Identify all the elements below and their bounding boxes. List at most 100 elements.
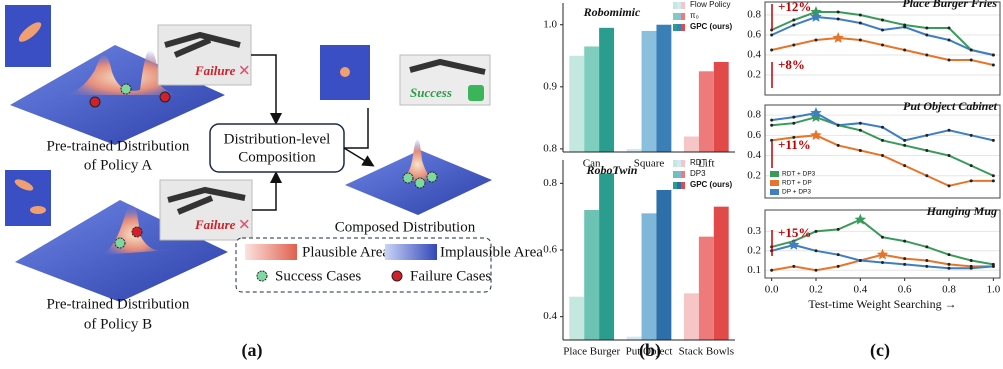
point	[947, 58, 951, 62]
point	[947, 266, 951, 270]
cross-icon: ✕	[238, 217, 251, 233]
point	[991, 138, 995, 142]
arrow	[252, 171, 282, 211]
legend-label: DP + DP3	[782, 189, 811, 196]
point	[991, 63, 995, 67]
point	[947, 184, 951, 188]
point	[925, 53, 929, 57]
x-tick-label: Square	[634, 158, 665, 170]
point	[770, 268, 774, 272]
failure-point	[89, 96, 101, 108]
legend-swatch	[677, 2, 681, 9]
point	[969, 58, 973, 62]
point	[925, 148, 929, 152]
bar	[626, 336, 642, 340]
legend-swatch	[673, 182, 677, 189]
legend-swatch	[677, 13, 681, 20]
point	[925, 26, 929, 30]
bar	[683, 293, 699, 340]
failure-point	[131, 226, 143, 238]
success-point	[414, 177, 426, 189]
bar	[656, 190, 672, 340]
y-tick-label: 0.8	[747, 109, 761, 121]
point	[947, 154, 951, 158]
point	[969, 266, 973, 270]
chart-title: Robomimic	[583, 5, 641, 19]
bar	[698, 71, 714, 152]
series-line	[771, 11, 994, 56]
point	[792, 121, 796, 125]
legend-swatch	[673, 160, 677, 167]
heatmap-blob	[340, 67, 350, 77]
robot-arm	[164, 31, 241, 58]
point	[792, 264, 796, 268]
point	[792, 135, 796, 139]
chart-title: Hanging Mug	[926, 204, 997, 218]
point	[925, 264, 929, 268]
x-tick-label: 0.0	[765, 284, 779, 296]
bar	[683, 136, 699, 152]
legend-label: Failure Cases	[410, 268, 491, 284]
arrow	[251, 54, 282, 125]
point	[836, 10, 840, 14]
legend-swatch	[681, 2, 685, 9]
annotation: +12%	[778, 0, 811, 14]
legend-swatch	[673, 171, 677, 178]
x-tick-label: 1.0	[986, 284, 1000, 296]
success-label: Success	[410, 85, 452, 100]
heatmap-blob	[30, 206, 46, 214]
y-tick-label: 0.2	[747, 169, 761, 181]
failure-label: Failure	[194, 63, 236, 78]
point	[792, 18, 796, 22]
caption: Composed Distribution	[335, 219, 476, 235]
point	[925, 133, 929, 137]
point	[836, 123, 840, 127]
legend-swatch	[391, 270, 403, 282]
point	[836, 17, 840, 21]
legend-swatch	[677, 24, 681, 31]
point	[836, 264, 840, 268]
point	[770, 123, 774, 127]
point	[792, 115, 796, 119]
y-tick-label: 1.0	[543, 18, 557, 30]
legend-swatch	[677, 182, 681, 189]
point	[991, 179, 995, 183]
legend-label: Success Cases	[275, 268, 361, 284]
legend-swatch	[677, 171, 681, 178]
legend-swatch	[681, 171, 685, 178]
point	[858, 13, 862, 17]
surface-peak	[395, 138, 440, 182]
chart-title: Place Burger Fries	[902, 0, 997, 10]
point	[858, 121, 862, 125]
y-tick-label: 0.4	[747, 149, 761, 161]
panel-a: Pre-trained Distribution of Policy A Fai…	[5, 5, 543, 361]
success-point	[120, 83, 132, 95]
legend-label: RDT + DP	[782, 180, 812, 187]
point	[947, 128, 951, 132]
y-tick-label: 0.6	[747, 129, 761, 141]
legend-label: Plausible Area	[302, 244, 389, 260]
chart-title: RoboTwin	[586, 163, 638, 177]
point	[836, 253, 840, 257]
point	[903, 262, 907, 266]
y-tick-label: 0.6	[747, 29, 761, 41]
y-tick-label: 0.8	[543, 177, 557, 189]
point	[770, 48, 774, 52]
point	[792, 43, 796, 47]
plot-frame	[764, 104, 1001, 199]
y-tick-label: 0.3	[747, 225, 761, 237]
y-tick-label: 0.6	[543, 244, 557, 256]
plot-frame	[764, 209, 1001, 279]
legend-label: RDT	[690, 158, 707, 167]
legend-label: RDT + DP3	[782, 171, 816, 178]
point	[881, 138, 884, 142]
failure-point	[159, 91, 171, 103]
heatmap-blob	[14, 179, 34, 191]
point	[925, 33, 929, 37]
cross-icon: ✕	[238, 63, 251, 79]
x-tick-label: 0.2	[809, 284, 823, 296]
failure-label: Failure	[194, 217, 236, 232]
best-star	[810, 111, 822, 122]
bar	[641, 30, 657, 152]
legend-label: Flow Policy	[690, 0, 730, 9]
